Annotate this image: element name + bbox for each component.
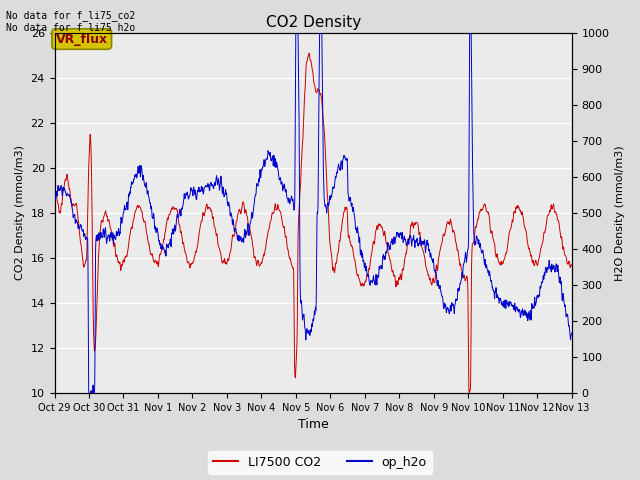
Legend: LI7500 CO2, op_h2o: LI7500 CO2, op_h2o xyxy=(209,451,431,474)
X-axis label: Time: Time xyxy=(298,419,328,432)
Y-axis label: CO2 Density (mmol/m3): CO2 Density (mmol/m3) xyxy=(15,145,25,280)
Text: No data for f_li75_co2
No data for f_li75_h2o: No data for f_li75_co2 No data for f_li7… xyxy=(6,10,136,33)
Text: VR_flux: VR_flux xyxy=(56,33,108,46)
Title: CO2 Density: CO2 Density xyxy=(266,15,361,30)
Y-axis label: H2O Density (mmol/m3): H2O Density (mmol/m3) xyxy=(615,145,625,281)
